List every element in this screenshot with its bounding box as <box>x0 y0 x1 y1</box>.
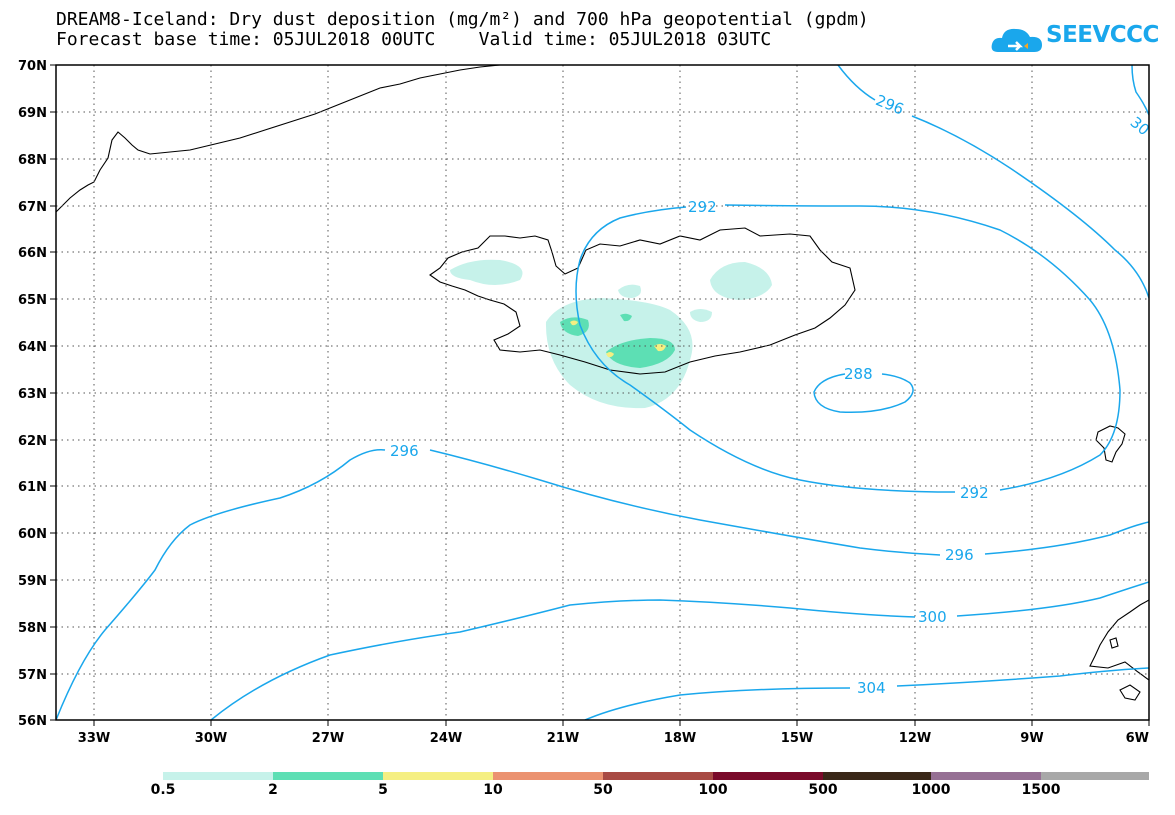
coastlines <box>56 65 1149 701</box>
lat-label: 67N <box>18 200 47 215</box>
lon-label: 27W <box>312 731 344 746</box>
legend-swatch <box>273 772 383 780</box>
scotland-coast <box>1089 599 1149 681</box>
contour-label-304: 304 <box>857 679 886 697</box>
lat-label: 68N <box>18 153 47 168</box>
lat-label: 66N <box>18 246 47 261</box>
legend-label: 2 <box>268 782 278 798</box>
lon-label: 12W <box>899 731 931 746</box>
legend-label: 10 <box>483 782 503 798</box>
legend-swatch <box>383 772 493 780</box>
contour-300-corner <box>1131 65 1149 116</box>
legend-label: 1000 <box>911 782 951 798</box>
seevccc-logo <box>991 28 1042 52</box>
graticule <box>56 65 1149 720</box>
lon-label: 33W <box>78 731 110 746</box>
contour-label-288: 288 <box>844 365 873 383</box>
legend-label: 0.5 <box>150 782 176 798</box>
lat-label: 69N <box>18 106 47 121</box>
dust-deposition-shading <box>450 259 772 409</box>
legend-label: 1500 <box>1021 782 1061 798</box>
contour-label-296-east: 296 <box>945 546 974 564</box>
lat-label: 56N <box>18 714 47 729</box>
lon-label: 15W <box>781 731 813 746</box>
map-subtitle-times: Forecast base time: 05JUL2018 00UTC Vali… <box>56 29 772 50</box>
latitude-labels: 70N 69N 68N 67N 66N 65N 64N 63N 62N 61N … <box>18 59 47 729</box>
legend-swatch <box>931 772 1041 780</box>
legend-swatch <box>603 772 713 780</box>
contour-label-292-north: 292 <box>688 198 717 216</box>
contour-label-300: 300 <box>918 608 947 626</box>
lon-label: 21W <box>547 731 579 746</box>
contour-label-292-south: 292 <box>960 484 989 502</box>
legend-swatch <box>823 772 931 780</box>
lon-label: 9W <box>1020 731 1043 746</box>
contour-304 <box>584 667 1149 720</box>
contour-288 <box>813 373 914 414</box>
legend-label: 5 <box>378 782 388 798</box>
lat-label: 63N <box>18 387 47 402</box>
iceland-coast <box>429 227 856 375</box>
axis-ticks <box>50 64 1150 726</box>
longitude-labels: 33W 30W 27W 24W 21W 18W 15W 12W 9W 6W <box>78 731 1149 746</box>
lat-label: 61N <box>18 480 47 495</box>
cloud-icon <box>991 28 1042 52</box>
lat-label: 58N <box>18 621 47 636</box>
logo-text: SEEVCCC <box>1046 22 1159 48</box>
contour-label-296-west: 296 <box>390 442 419 460</box>
geopotential-contours <box>56 65 1149 720</box>
greenland-coast <box>56 65 501 213</box>
contour-300 <box>210 581 1149 720</box>
map-title: DREAM8-Iceland: Dry dust deposition (mg/… <box>56 9 869 30</box>
lat-label: 59N <box>18 574 47 589</box>
legend-label: 50 <box>593 782 613 798</box>
lat-label: 57N <box>18 668 47 683</box>
legend-swatch <box>163 772 273 780</box>
legend-swatch <box>493 772 603 780</box>
legend-swatch <box>713 772 823 780</box>
lat-label: 65N <box>18 293 47 308</box>
lon-label: 18W <box>664 731 696 746</box>
legend-swatch <box>1041 772 1149 780</box>
lon-label: 30W <box>195 731 227 746</box>
contour-292-loop <box>575 204 1121 493</box>
contour-296-north <box>837 65 1149 299</box>
lon-label: 24W <box>430 731 462 746</box>
lat-label: 60N <box>18 527 47 542</box>
lat-label: 62N <box>18 434 47 449</box>
lon-label: 6W <box>1126 731 1149 746</box>
contour-296-mid <box>56 448 1149 720</box>
lat-label: 70N <box>18 59 47 74</box>
lat-label: 64N <box>18 340 47 355</box>
legend-label: 500 <box>808 782 838 798</box>
legend-label: 100 <box>698 782 728 798</box>
